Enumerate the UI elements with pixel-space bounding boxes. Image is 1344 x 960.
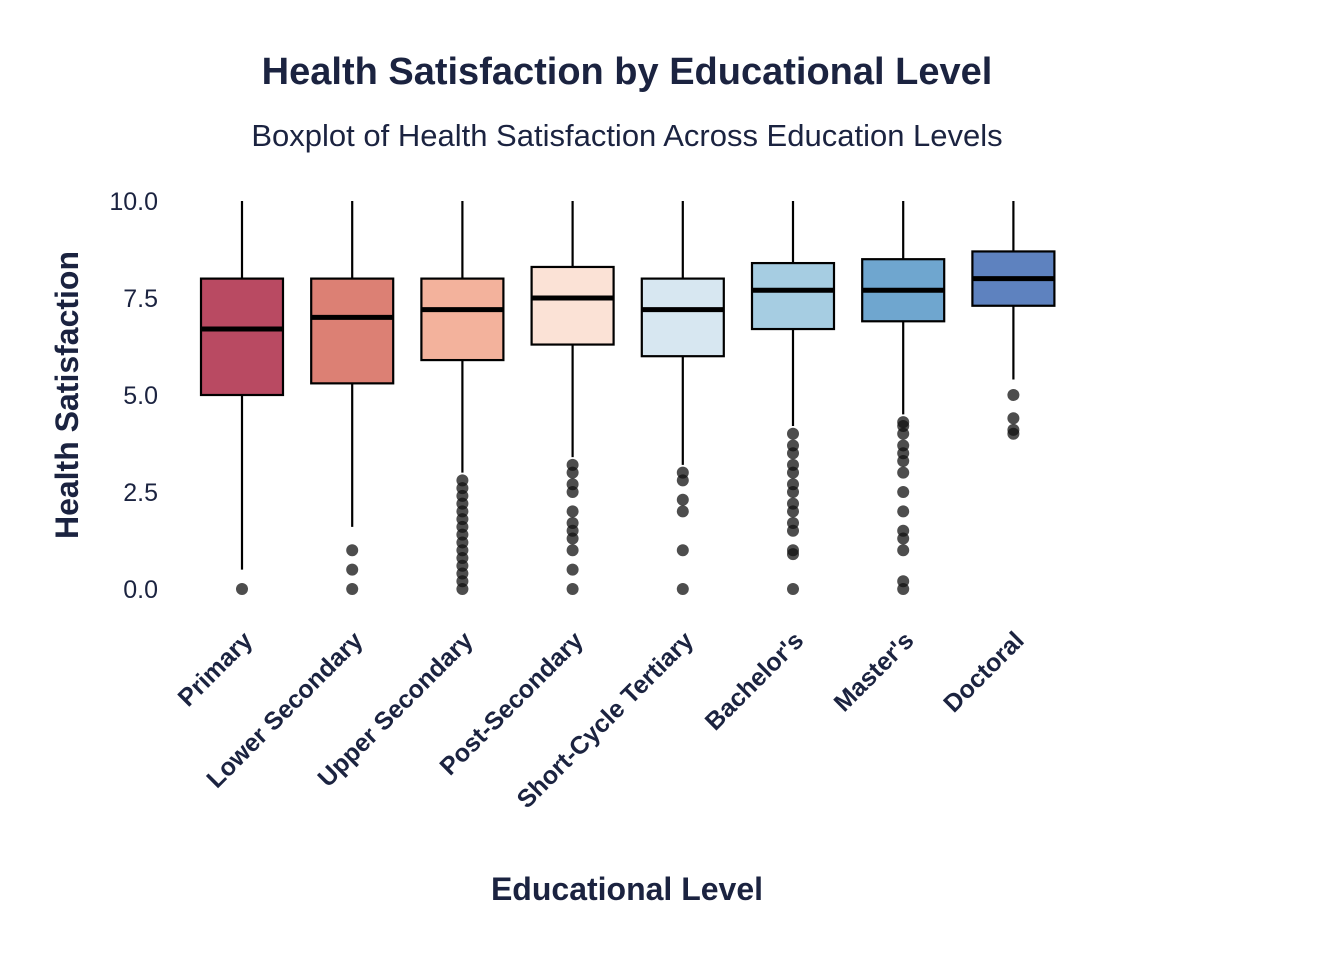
outlier-point [897, 575, 910, 588]
outlier-point [1007, 423, 1020, 436]
outlier-point [676, 583, 689, 595]
outlier-point [236, 583, 248, 595]
outlier-point [566, 478, 579, 491]
box-iqr [640, 277, 725, 358]
box-group [971, 201, 1056, 440]
box-group [530, 201, 615, 595]
box-group [310, 201, 395, 595]
outlier-point [566, 583, 579, 595]
outlier-point [676, 544, 689, 557]
outlier-point [897, 544, 910, 557]
outlier-point [897, 505, 910, 518]
box-iqr [530, 265, 615, 346]
outlier-point [787, 427, 799, 440]
box-group [199, 201, 285, 595]
y-tick-label: 5.0 [123, 382, 158, 410]
box-group [640, 201, 725, 595]
outlier-point [787, 497, 799, 510]
outlier-point [787, 439, 799, 452]
outlier-point [787, 458, 799, 471]
outlier-point [676, 466, 689, 479]
outlier-point [787, 478, 799, 491]
outlier-point [566, 505, 579, 518]
outlier-point [1007, 412, 1020, 425]
outlier-point [676, 505, 689, 518]
outlier-point [346, 563, 359, 576]
box-group [861, 201, 946, 595]
box-iqr [420, 277, 505, 362]
outlier-point [1007, 389, 1020, 401]
outlier-point [346, 583, 359, 595]
boxes-layer [199, 201, 1056, 595]
outlier-point [897, 416, 910, 429]
outlier-point [566, 458, 579, 471]
x-tick-label: Primary [173, 626, 259, 712]
box-iqr [310, 277, 395, 385]
chart-subtitle: Boxplot of Health Satisfaction Across Ed… [251, 118, 1002, 153]
x-tick-label: Master's [829, 626, 920, 717]
x-tick-label: Bachelor's [700, 626, 809, 735]
x-tick-label: Doctoral [938, 626, 1030, 718]
chart-title: Health Satisfaction by Educational Level [262, 51, 993, 93]
box-group [750, 201, 836, 595]
outlier-point [566, 517, 579, 530]
y-tick-label: 0.0 [123, 576, 158, 604]
y-tick-label: 7.5 [123, 285, 158, 313]
outlier-point [787, 583, 799, 595]
outlier-point [897, 486, 910, 498]
outlier-point [676, 493, 689, 506]
y-tick-label: 2.5 [123, 479, 158, 507]
box-group [420, 201, 505, 595]
outlier-point [787, 544, 799, 557]
x-axis-title: Educational Level [491, 871, 763, 907]
outlier-point [566, 563, 579, 576]
box-iqr [199, 277, 285, 397]
outlier-point [346, 544, 359, 557]
outlier-point [897, 524, 910, 537]
outlier-point [897, 439, 910, 452]
box-iqr [750, 261, 836, 331]
outlier-point [566, 544, 579, 557]
y-axis-title: Health Satisfaction [49, 251, 85, 539]
outlier-point [897, 466, 910, 479]
y-tick-label: 10.0 [109, 188, 158, 216]
outlier-point [456, 474, 469, 487]
y-axis-ticks: 0.0 2.5 5.0 7.5 10.0 [109, 188, 158, 604]
outlier-point [787, 517, 799, 530]
